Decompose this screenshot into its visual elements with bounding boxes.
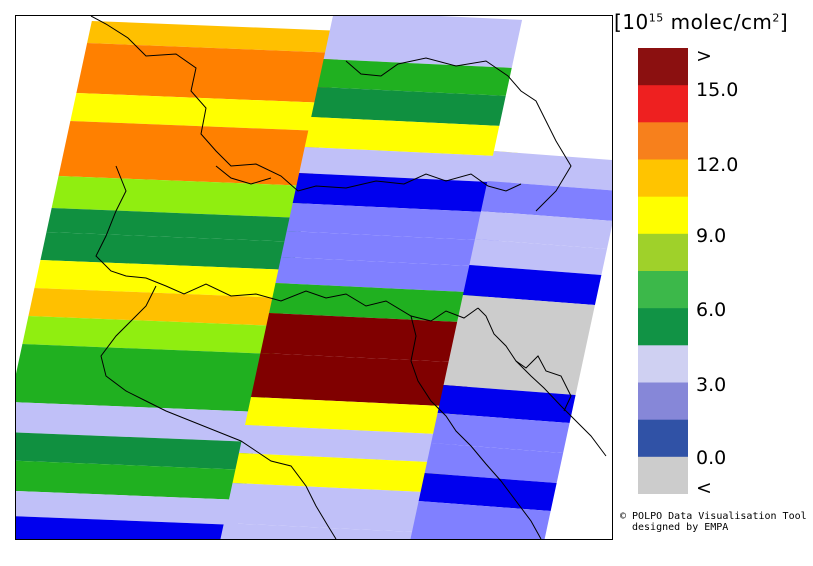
legend-swatch (638, 271, 688, 309)
legend-swatch (638, 308, 688, 346)
pixel-strip (16, 490, 244, 525)
legend-swatch (638, 233, 688, 272)
no2-map[interactable] (16, 16, 612, 539)
pixel-strip (34, 260, 293, 298)
swath-eastern (410, 16, 612, 539)
pixel-strip (443, 295, 595, 395)
legend-label-9: 9.0 (696, 225, 727, 247)
pixel-strip (311, 87, 530, 127)
legend-colorbar (638, 48, 688, 494)
credit-line-2: designed by EMPA (632, 522, 729, 533)
coastline-borders (90, 16, 607, 539)
pixel-strip (220, 523, 436, 539)
pixel-strip (91, 16, 346, 31)
pixel-strip (317, 59, 536, 97)
pixel-strip (474, 211, 612, 249)
pixel-strip (76, 43, 340, 103)
pixel-strip (286, 203, 505, 241)
pixel-strip (16, 344, 275, 412)
legend-title: [1015 molec/cm2] (614, 10, 788, 34)
pixel-strip (46, 208, 304, 242)
legend-swatch (638, 159, 688, 198)
pixel-strip (410, 501, 551, 539)
pixel-strip (431, 413, 570, 453)
pixel-strip (493, 16, 612, 160)
pixel-strip (244, 397, 464, 435)
pixel-strip (424, 443, 564, 483)
credit-text: © POLPO Data Visualisation Tool designed… (620, 511, 807, 533)
legend-label-12: 12.0 (696, 154, 739, 176)
legend-swatch (638, 345, 688, 383)
pixel-strip (251, 353, 473, 407)
swath-western (16, 16, 346, 539)
pixel-strip (462, 265, 602, 305)
map-panel[interactable] (15, 15, 613, 540)
legend-swatch (638, 382, 688, 421)
pixel-strip (281, 231, 499, 267)
pixel-strip (51, 176, 311, 218)
legend-label-3: 3.0 (696, 374, 727, 396)
pixel-strip (70, 93, 329, 131)
legend-title-unit: molec/cm (663, 10, 773, 34)
pixel-strip (323, 16, 546, 69)
pixel-strip (238, 425, 457, 463)
credit-line-1: © POLPO Data Visualisation Tool (620, 511, 807, 522)
pixel-strip (28, 288, 287, 326)
legend-swatch (638, 419, 688, 458)
legend-swatch (638, 85, 688, 123)
legend-swatch (638, 48, 688, 86)
pixel-strip (22, 316, 281, 354)
pixel-strip (260, 313, 482, 363)
pixel-strip (16, 516, 238, 539)
legend-swatch (638, 196, 688, 235)
pixel-strip (275, 257, 494, 293)
pixel-strip (418, 473, 557, 511)
pixel-strip (40, 232, 299, 270)
pixel-strip (16, 402, 262, 442)
legend-swatch (638, 122, 688, 160)
pixel-strip (437, 385, 576, 423)
legend-label-below: < (696, 477, 712, 499)
pixel-strip (87, 21, 344, 53)
pixel-strip (16, 432, 256, 470)
legend-title-square: 2 (772, 11, 780, 25)
pixel-strip (304, 117, 524, 157)
legend-title-prefix: [10 (614, 10, 649, 34)
legend-title-exponent: 15 (648, 11, 664, 25)
pixel-strip (16, 460, 250, 500)
pixel-strip (232, 453, 451, 493)
legend-swatch (638, 456, 688, 494)
swath-central (220, 16, 546, 539)
legend-title-close: ] (779, 10, 789, 34)
pixel-strip (469, 239, 607, 275)
legend-label-0: 0.0 (696, 447, 727, 469)
pixel-strip (292, 173, 512, 213)
legend-label-15: 15.0 (696, 79, 739, 101)
legend-label-6: 6.0 (696, 299, 727, 321)
pixel-strip (299, 147, 517, 183)
pixel-strip (487, 151, 612, 191)
pixel-strip (58, 121, 323, 186)
pixel-strip (223, 483, 445, 533)
legend-label-above: > (696, 45, 712, 67)
